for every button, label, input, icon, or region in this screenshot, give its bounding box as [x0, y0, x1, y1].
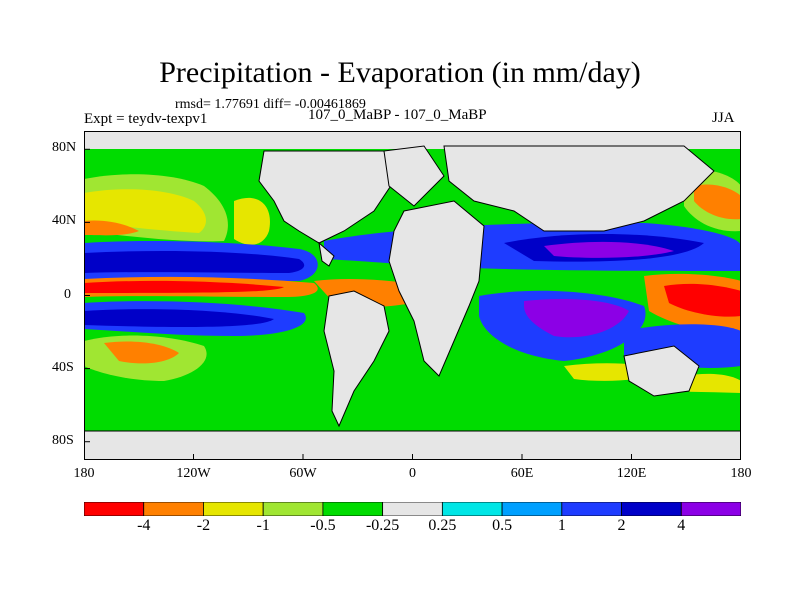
lat-tick-label: 40S [52, 359, 74, 375]
colorbar-swatch [143, 502, 204, 516]
colorbar-swatch [501, 502, 563, 516]
antarctica [84, 430, 741, 460]
season-label: JJA [712, 110, 735, 126]
spac-dry [104, 341, 179, 364]
lon-tick-label: 0 [409, 466, 416, 481]
colorbar-label: 0.25 [428, 517, 457, 534]
colorbar-label: 2 [617, 517, 626, 534]
sh-midlat [84, 389, 741, 431]
greenland [383, 145, 445, 207]
map-plot [84, 131, 741, 460]
sh-wet-core [84, 309, 274, 327]
lon-tick-label: 120E [616, 466, 647, 481]
nwpac-dry [694, 184, 741, 220]
eurasia [443, 145, 715, 232]
map-title: Precipitation - Evaporation (in mm/day) [159, 56, 641, 89]
colorbar-label: -4 [137, 517, 151, 534]
npac-patch [234, 197, 270, 245]
lon-tick-label: 60E [510, 466, 534, 481]
arctic-area [84, 131, 741, 149]
lon-tick-label: 180 [730, 466, 752, 481]
eq-dry-core [84, 280, 284, 293]
colorbar-swatch [262, 502, 324, 516]
central-america [318, 241, 335, 267]
colorbar-swatch [561, 502, 622, 516]
experiment-label: Expt = teydv-texpv1 [84, 111, 208, 127]
lon-tick-label: 120W [176, 466, 211, 481]
lat-tick-label: 40N [52, 213, 77, 229]
axis-ticks [84, 148, 741, 460]
colorbar-swatch [621, 502, 682, 516]
colorbar-swatch [322, 502, 384, 516]
colorbar-swatch [382, 502, 443, 516]
colorbar-label: 4 [677, 517, 686, 534]
colorbar-swatch [680, 502, 741, 516]
colorbar-label: 1 [557, 517, 566, 534]
indian-ocean-peak [524, 299, 629, 338]
comparison-label: 107_0_MaBP - 107_0_MaBP [308, 107, 487, 123]
south-america [323, 290, 390, 428]
colorbar-label: -1 [256, 517, 270, 534]
colorbar-swatch [84, 502, 145, 516]
africa [388, 200, 485, 377]
npac-band-3 [84, 220, 139, 236]
lon-tick-label: 60W [289, 466, 317, 481]
colorbar-swatch [441, 502, 503, 516]
stats-text: rmsd= 1.77691 diff= -0.00461869 [175, 97, 366, 112]
npac-band-2 [84, 189, 206, 233]
colorbar-swatch [203, 502, 264, 516]
colorbar-label: -0.25 [365, 517, 400, 534]
lat-tick-label: 80S [52, 432, 74, 448]
lat-tick-label: 0 [64, 286, 71, 302]
wpac-dry-core [664, 283, 741, 317]
lat-tick-label: 80N [52, 140, 77, 156]
colorbar-label: 0.5 [492, 517, 513, 534]
colorbar-label: -2 [196, 517, 211, 534]
australia [623, 345, 700, 397]
colorbar [84, 502, 741, 516]
itcz-core [84, 251, 305, 273]
colorbar-label: -0.5 [310, 517, 336, 534]
monsoon-peak [544, 241, 674, 258]
lon-tick-label: 180 [73, 466, 95, 481]
